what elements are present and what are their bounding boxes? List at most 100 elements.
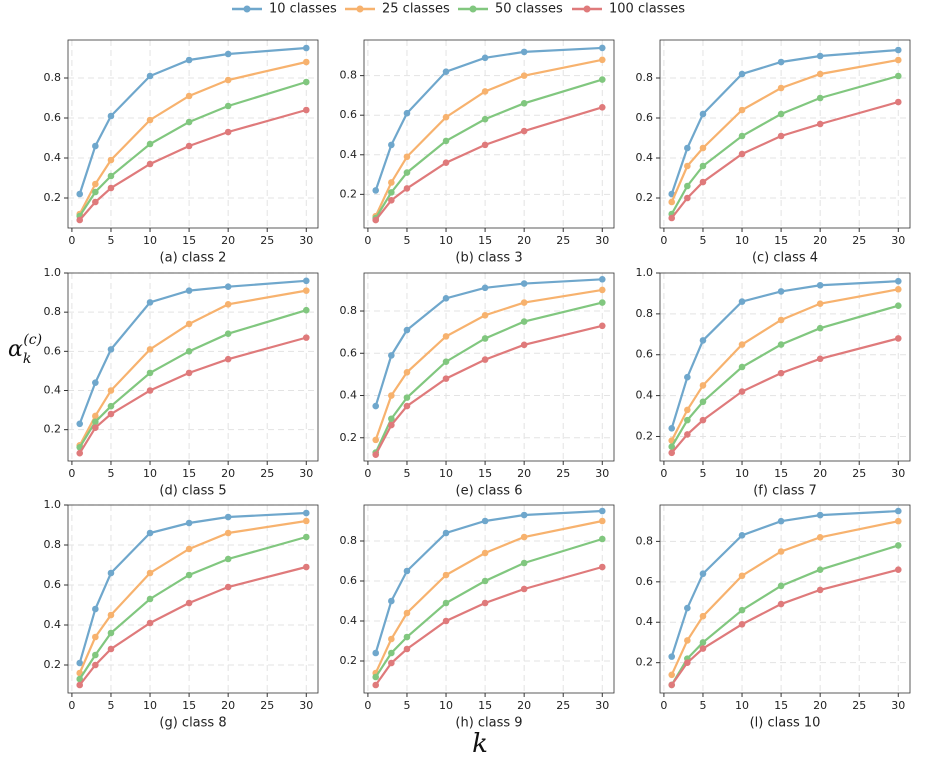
data-point xyxy=(107,569,115,577)
data-point xyxy=(738,363,746,371)
plot-frame xyxy=(363,504,615,694)
data-point xyxy=(442,529,450,537)
data-point xyxy=(777,58,785,66)
plot-frame xyxy=(67,504,319,694)
data-point xyxy=(185,599,193,607)
x-tick-label: 0 xyxy=(364,699,371,712)
data-point xyxy=(92,418,99,426)
legend-marker xyxy=(243,5,251,13)
data-point xyxy=(302,44,310,52)
series-line xyxy=(78,309,307,448)
x-tick-label: 15 xyxy=(478,467,492,480)
legend-marker xyxy=(583,5,591,13)
data-point xyxy=(302,334,310,341)
data-point xyxy=(816,52,824,60)
data-point xyxy=(388,141,395,149)
data-point xyxy=(520,100,528,107)
data-point xyxy=(185,142,193,150)
series-line xyxy=(374,509,603,654)
data-point xyxy=(92,412,99,420)
x-tick-label: 20 xyxy=(813,699,827,712)
y-label-superscript: (c) xyxy=(23,332,42,348)
data-point xyxy=(481,284,489,292)
data-point xyxy=(777,600,785,608)
data-point xyxy=(146,595,154,603)
data-point xyxy=(481,311,489,319)
data-point xyxy=(224,583,232,591)
data-point xyxy=(738,70,746,78)
data-point xyxy=(403,394,411,401)
data-point xyxy=(146,529,154,537)
data-point xyxy=(699,110,707,118)
data-point xyxy=(302,517,310,525)
data-point xyxy=(684,194,691,202)
data-point xyxy=(403,645,411,653)
data-point xyxy=(894,542,902,549)
x-tick-label: 25 xyxy=(556,234,570,247)
y-tick-label: 0.8 xyxy=(636,71,654,84)
series-line xyxy=(78,336,307,454)
data-point xyxy=(442,617,450,625)
x-tick-label: 30 xyxy=(891,699,905,712)
data-point xyxy=(302,306,310,314)
data-point xyxy=(388,421,395,429)
subplot-title: (h) class 9 xyxy=(455,716,522,731)
x-tick-label: 10 xyxy=(439,467,453,480)
data-point xyxy=(894,566,902,573)
data-point xyxy=(520,318,528,325)
legend-marker xyxy=(469,5,477,13)
data-point xyxy=(92,379,99,386)
x-tick-label: 0 xyxy=(660,699,667,712)
data-point xyxy=(442,137,450,145)
data-point xyxy=(894,286,902,293)
data-point xyxy=(598,276,606,283)
legend-marker xyxy=(356,5,364,13)
data-point xyxy=(598,44,606,52)
data-point xyxy=(598,322,606,330)
y-tick-label: 1.0 xyxy=(44,498,62,511)
x-tick-label: 25 xyxy=(852,699,866,712)
data-point xyxy=(92,651,99,659)
data-point xyxy=(520,127,528,135)
data-point xyxy=(302,78,310,86)
subplot-title: (f) class 7 xyxy=(753,484,817,499)
x-tick-label: 5 xyxy=(699,234,706,247)
data-point xyxy=(107,645,115,653)
data-point xyxy=(388,415,395,423)
subplot: 0 5 10 15 20 25 30 0.2 0.4 0.6 0.8 1.0 (f) class 7 xyxy=(636,266,911,499)
data-point xyxy=(684,406,691,414)
data-point xyxy=(302,533,310,541)
data-point xyxy=(481,599,489,607)
data-point xyxy=(146,619,154,627)
data-point xyxy=(224,50,232,58)
data-point xyxy=(146,140,154,148)
y-tick-label: 0.4 xyxy=(636,389,654,402)
data-point xyxy=(777,132,785,140)
x-tick-label: 20 xyxy=(517,234,531,247)
plot-frame xyxy=(67,39,319,229)
data-point xyxy=(481,54,489,62)
data-point xyxy=(185,56,193,64)
data-point xyxy=(777,84,785,92)
legend-label: 10 classes xyxy=(269,2,337,17)
x-tick-label: 25 xyxy=(852,234,866,247)
x-tick-label: 0 xyxy=(68,699,75,712)
data-point xyxy=(92,180,99,188)
x-tick-label: 0 xyxy=(364,467,371,480)
data-point xyxy=(816,534,824,541)
data-point xyxy=(816,511,824,519)
data-point xyxy=(894,277,902,285)
data-point xyxy=(224,330,232,338)
data-point xyxy=(224,555,232,563)
data-point xyxy=(146,387,154,394)
y-tick-label: 0.6 xyxy=(44,111,62,124)
y-tick-label: 0.4 xyxy=(340,148,358,161)
x-tick-label: 30 xyxy=(299,699,313,712)
data-point xyxy=(481,356,489,363)
data-point xyxy=(146,72,154,80)
y-tick-label: 0.6 xyxy=(340,108,358,121)
x-tick-label: 20 xyxy=(517,699,531,712)
data-point xyxy=(442,68,450,75)
y-tick-label: 1.0 xyxy=(636,266,654,279)
